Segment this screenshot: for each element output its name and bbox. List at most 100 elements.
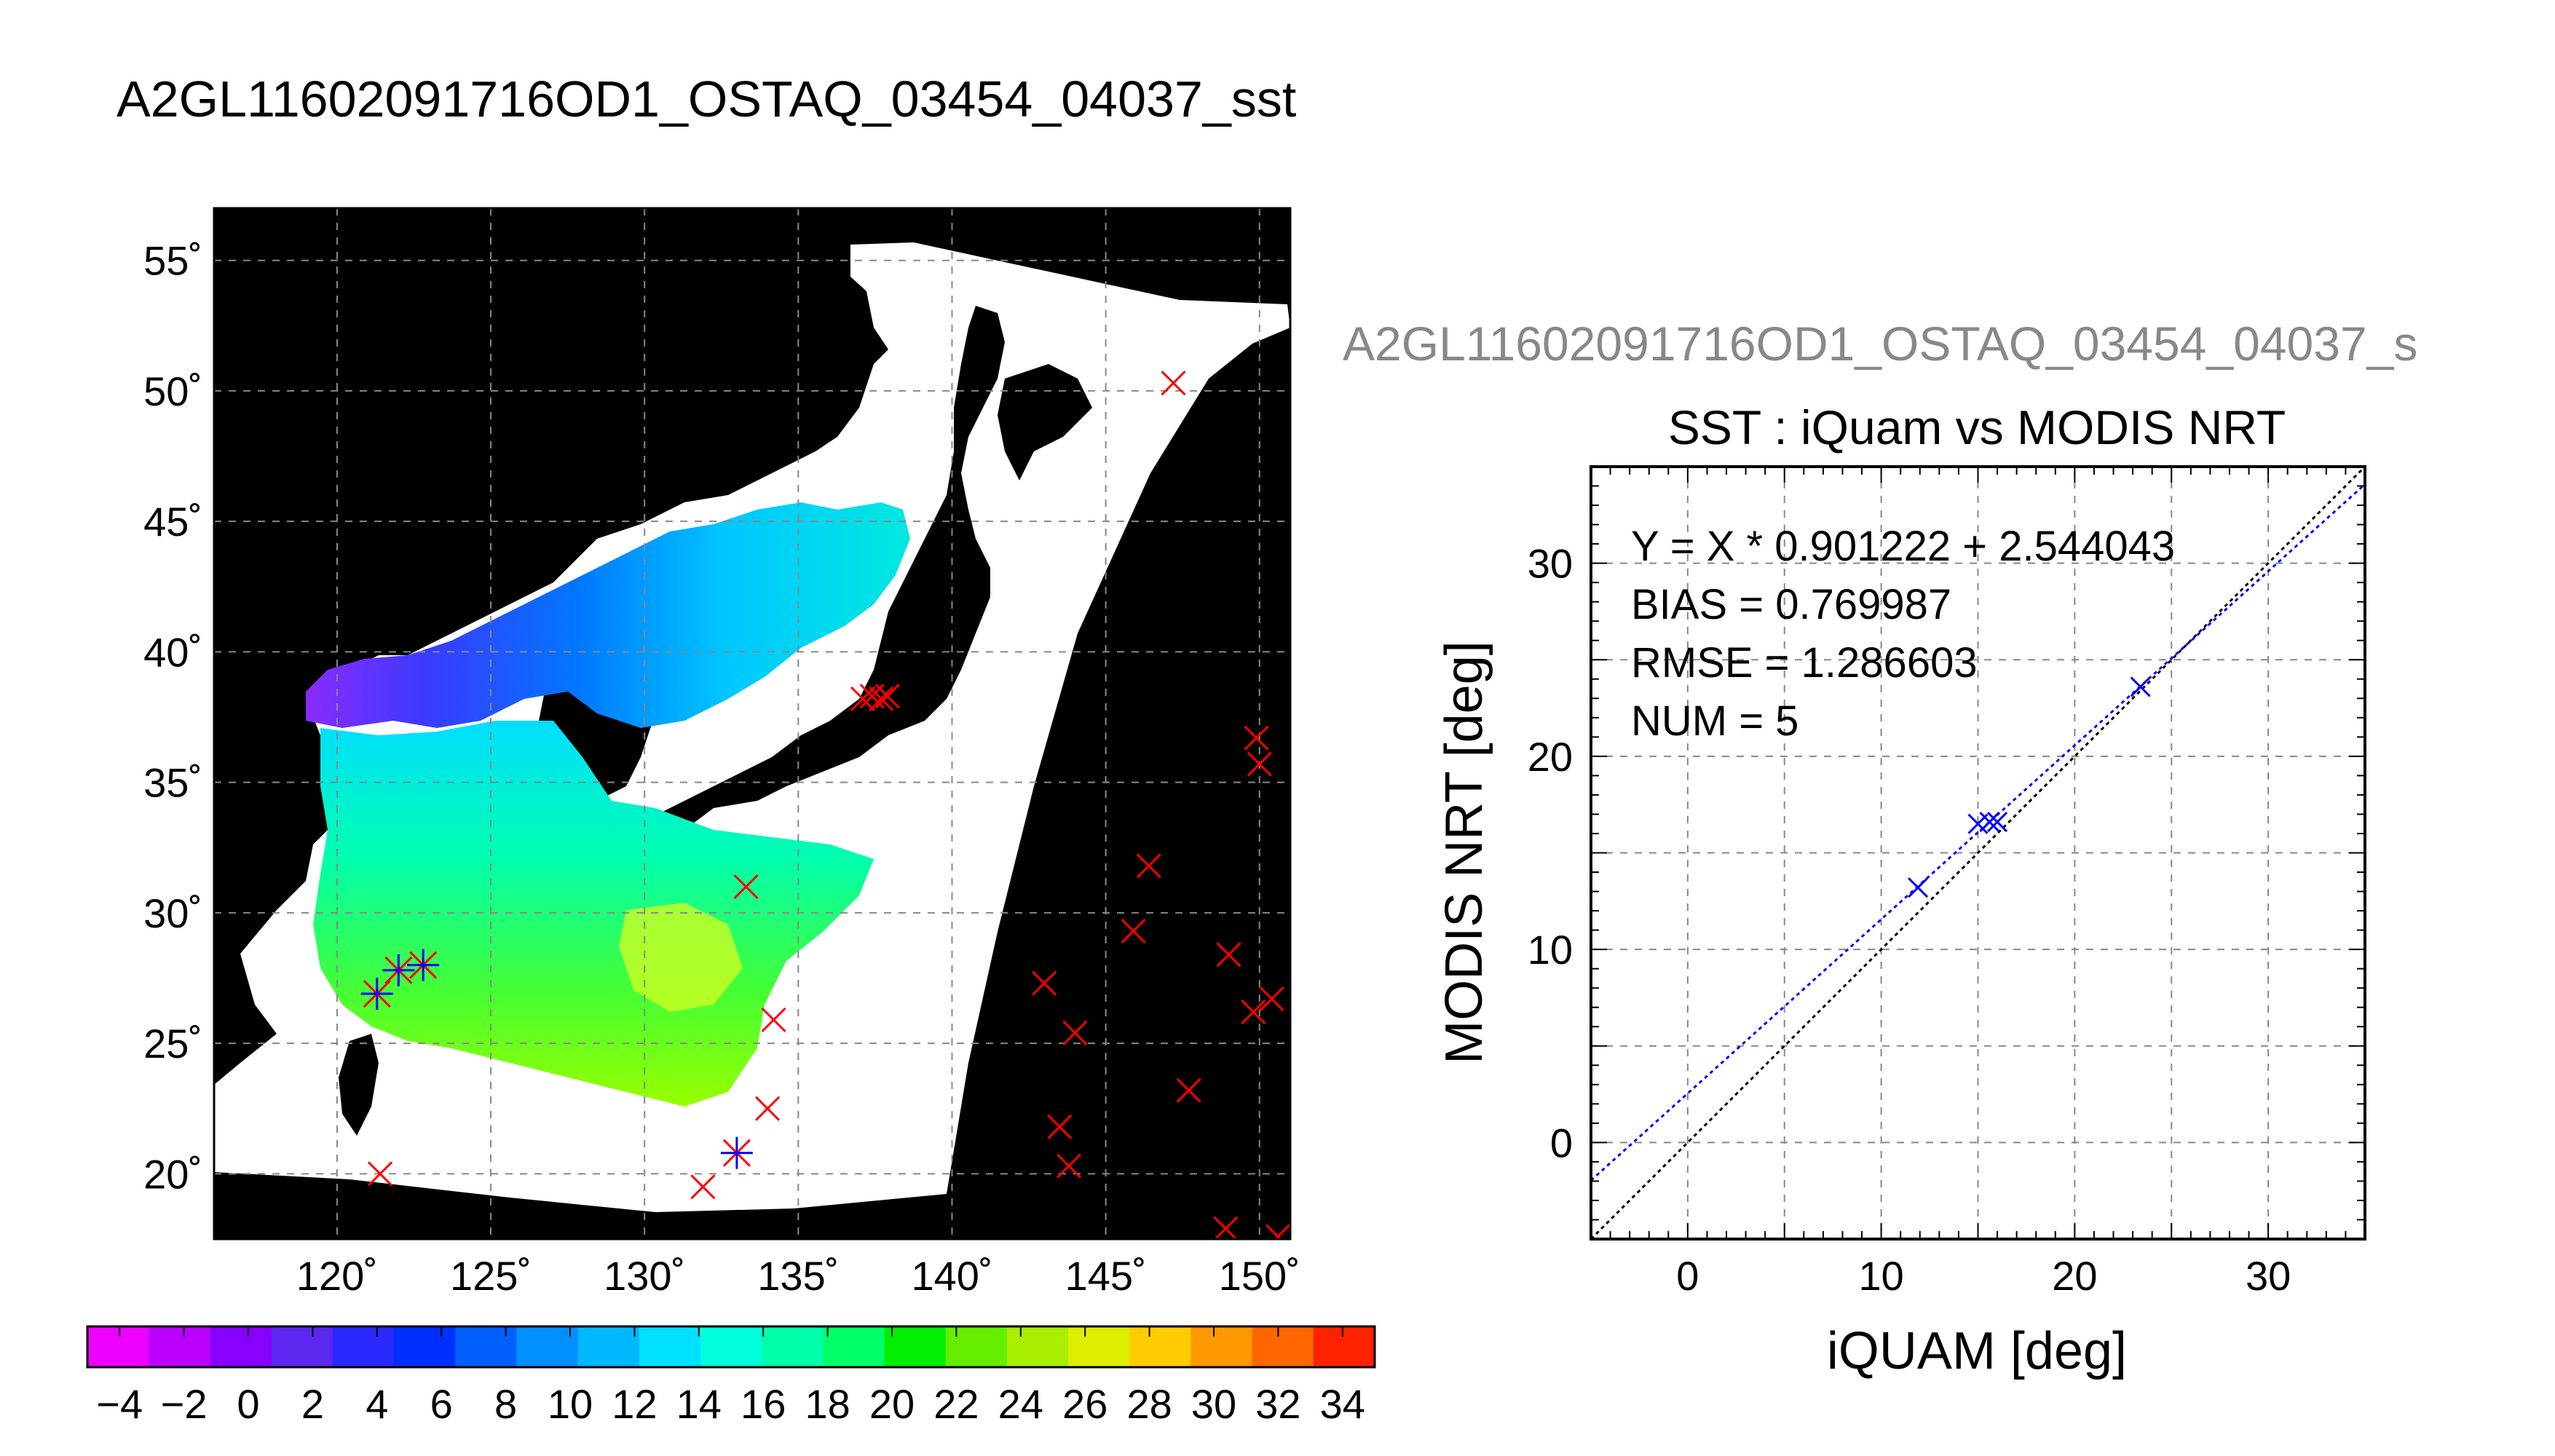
scatter-stat-line: Y = X * 0.901222 + 2.544043 [1631, 523, 2175, 570]
colorbar-cell [762, 1326, 824, 1367]
colorbar-cell [149, 1326, 211, 1367]
scatter-x-tick-label: 10 [1858, 1253, 1903, 1299]
map-y-tick-label: 35˚ [143, 760, 202, 806]
map-x-tick-label: 145˚ [1065, 1253, 1147, 1299]
map-marker-red [1161, 371, 1186, 396]
map-marker-red [1241, 1000, 1266, 1025]
map-marker-red [733, 874, 759, 900]
colorbar-cell [87, 1326, 150, 1367]
map-marker-red [690, 1174, 716, 1200]
map-marker-red [1047, 1114, 1073, 1139]
colorbar-tick-label: 12 [612, 1381, 657, 1427]
land-hokkaido [998, 364, 1092, 480]
map-y-tick-label: 20˚ [143, 1151, 202, 1197]
map-y-tick-label: 45˚ [143, 499, 202, 545]
colorbar-cell [1190, 1326, 1253, 1367]
map-marker-red [1121, 918, 1146, 944]
map-x-tick-label: 135˚ [757, 1253, 839, 1299]
map-marker-star [382, 954, 415, 986]
colorbar-cell [271, 1326, 333, 1367]
map-marker-red [1213, 1216, 1239, 1239]
scatter-point [1987, 811, 2008, 833]
colorbar-cell [1313, 1326, 1375, 1367]
scatter-ylabel: MODIS NRT [deg] [1435, 641, 1493, 1064]
colorbar-tick-label: 6 [430, 1381, 453, 1427]
map-marker-red [1216, 942, 1241, 968]
map-marker-red [761, 1007, 786, 1032]
scatter-stat-line: BIAS = 0.769987 [1631, 581, 1951, 628]
map-marker-red [869, 686, 894, 712]
map-y-tick-label: 55˚ [143, 238, 202, 284]
colorbar-tick-label: 10 [548, 1381, 593, 1427]
map-marker-red [1244, 725, 1269, 751]
scatter-point [1908, 877, 1929, 898]
scatter-xlabel: iQUAM [deg] [1827, 1322, 2127, 1380]
scatter-stats: Y = X * 0.901222 + 2.544043 BIAS = 0.7699… [1631, 523, 2175, 745]
colorbar-cells [87, 1326, 1375, 1367]
sst-north [306, 502, 910, 728]
scatter-stat-line: NUM = 5 [1631, 697, 1798, 745]
map-x-tick-label: 120˚ [296, 1253, 378, 1299]
scatter-x-axis: 0 10 20 30 [1676, 1253, 2291, 1299]
colorbar-tick-label: 32 [1255, 1381, 1300, 1427]
scatter-grid [1591, 467, 2365, 1239]
colorbar-cell [516, 1326, 579, 1367]
sst-warm-patch [619, 903, 743, 1012]
map-marker-red [1265, 1224, 1290, 1239]
map-x-tick-label: 150˚ [1219, 1253, 1300, 1299]
colorbar-cell [210, 1326, 272, 1367]
map-marker-red [1247, 751, 1272, 777]
colorbar-tick-label: 26 [1062, 1381, 1107, 1427]
fit-line [1591, 483, 2365, 1182]
map-marker-red [1176, 1077, 1201, 1103]
colorbar-cell [393, 1326, 457, 1367]
main-title: A2GL11602091716OD1_OSTAQ_03454_04037_sst [117, 71, 1296, 127]
scatter-point [2130, 676, 2151, 697]
colorbar-tick-label: 34 [1320, 1381, 1365, 1427]
scatter-points [1908, 676, 2151, 898]
map-y-tick-label: 40˚ [143, 629, 202, 675]
colorbar-tick-label: −2 [161, 1381, 208, 1427]
map-y-tick-label: 50˚ [143, 368, 202, 414]
land-taiwan [339, 1034, 379, 1136]
colorbar-frame [86, 1325, 1376, 1369]
map-y-tick-label: 25˚ [143, 1021, 202, 1067]
map-grid [214, 208, 1290, 1239]
colorbar-tick-label: 14 [676, 1381, 722, 1427]
map-x-axis: 120˚ 125˚ 130˚ 135˚ 140˚ 145˚ 150˚ [296, 1253, 1300, 1299]
colorbar-cell [823, 1326, 885, 1367]
scatter-y-tick-label: 20 [1528, 734, 1573, 780]
map-marker-red [874, 684, 900, 709]
colorbar-cell [639, 1326, 701, 1367]
map-marker-red [1062, 1020, 1088, 1045]
map-marker-star [720, 1136, 753, 1169]
colorbar-tick-label: 2 [301, 1381, 324, 1427]
map-marker-star [407, 949, 440, 981]
map-markers-star [360, 949, 753, 1169]
sst-map: 120˚ 125˚ 130˚ 135˚ 140˚ 145˚ 150˚ 20˚ 25˚ 30˚ 35… [143, 207, 1300, 1299]
colorbar-tick-label: 30 [1191, 1381, 1236, 1427]
map-x-tick-label: 140˚ [911, 1253, 992, 1299]
map-marker-red [1259, 986, 1284, 1012]
colorbar-cell [1252, 1326, 1314, 1367]
colorbar-cell [1006, 1326, 1070, 1367]
colorbar-cell [1129, 1326, 1192, 1367]
map-marker-red [367, 1161, 393, 1187]
land-japan [641, 306, 1005, 852]
map-x-tick-label: 125˚ [450, 1253, 532, 1299]
map-marker-red [1032, 970, 1057, 996]
scatter-y-axis: 0 10 20 30 [1528, 541, 1573, 1166]
map-marker-red [1056, 1153, 1082, 1179]
colorbar-tick-label: 20 [869, 1381, 915, 1427]
colorbar-cell [1068, 1326, 1131, 1367]
map-y-tick-label: 30˚ [143, 890, 202, 936]
map-marker-red [755, 1096, 781, 1121]
map-x-tick-label: 130˚ [604, 1253, 685, 1299]
identity-line [1591, 467, 2365, 1239]
map-marker-star [360, 978, 393, 1010]
scatter-y-tick-label: 30 [1528, 541, 1573, 587]
colorbar-cell [700, 1326, 763, 1367]
scatter-x-tick-label: 0 [1676, 1253, 1699, 1299]
map-markers-red [367, 371, 1290, 1239]
colorbar-tick-label: 4 [366, 1381, 388, 1427]
